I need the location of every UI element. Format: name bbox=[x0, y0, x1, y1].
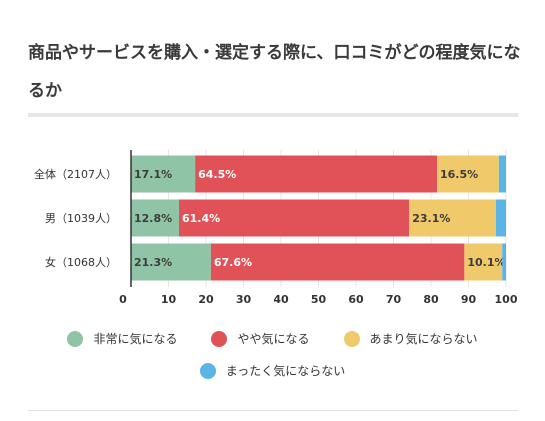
legend-swatch bbox=[199, 362, 216, 379]
bar-segment bbox=[210, 243, 465, 281]
bar-segment bbox=[409, 199, 496, 237]
data-label: 21.3% bbox=[134, 256, 172, 269]
legend-label: 非常に気になる bbox=[93, 332, 178, 346]
data-label: 23.1% bbox=[412, 212, 450, 225]
legend-swatch bbox=[211, 330, 228, 347]
category-label: 男（1039人） bbox=[45, 212, 117, 225]
bar-segment bbox=[131, 199, 179, 237]
x-tick-label: 20 bbox=[198, 293, 214, 306]
bar-segment bbox=[131, 155, 196, 193]
title-divider bbox=[28, 113, 518, 117]
data-label: 61.4% bbox=[182, 212, 220, 225]
legend-swatch bbox=[67, 330, 84, 347]
bottom-divider bbox=[28, 410, 518, 411]
chart-title: 商品やサービスを購入・選定する際に、口コミがどの程度気になるか bbox=[28, 43, 521, 101]
bar-segment bbox=[464, 243, 503, 281]
legend-item: 非常に気になる bbox=[67, 330, 177, 347]
data-label: 17.1% bbox=[134, 168, 172, 181]
x-tick-label: 30 bbox=[236, 293, 252, 306]
legend-item: あまり気にならない bbox=[343, 330, 478, 347]
data-label: 67.6% bbox=[214, 256, 252, 269]
category-label: 全体（2107人） bbox=[34, 167, 117, 181]
bar-segment bbox=[502, 243, 506, 281]
bar-segment bbox=[498, 155, 506, 193]
bar-segment bbox=[437, 155, 499, 193]
stacked-bar-chart: 17.1% 64.5% 16.5% 全体（2107人） 12.8% 61.4% 23.1% 男… bbox=[34, 150, 518, 306]
data-label: 16.5% bbox=[440, 168, 478, 181]
legend-label: まったく気にならない bbox=[225, 364, 346, 378]
legend-item: まったく気にならない bbox=[199, 362, 346, 379]
x-tick-label: 100 bbox=[495, 293, 518, 306]
bar-segment bbox=[131, 243, 211, 281]
data-label: 10.1% bbox=[467, 256, 505, 269]
legend-label: やや気になる bbox=[237, 332, 310, 346]
bar-segment bbox=[179, 199, 410, 237]
bar-segment bbox=[195, 155, 437, 193]
x-tick-label: 50 bbox=[311, 293, 327, 306]
x-tick-label: 0 bbox=[119, 293, 127, 306]
x-tick-label: 70 bbox=[386, 293, 402, 306]
legend-item: やや気になる bbox=[211, 330, 310, 347]
x-tick-label: 10 bbox=[161, 293, 177, 306]
data-label: 64.5% bbox=[198, 168, 236, 181]
legend-swatch bbox=[343, 330, 360, 347]
legend-label: あまり気にならない bbox=[369, 332, 478, 346]
x-tick-label: 80 bbox=[423, 293, 439, 306]
x-tick-label: 60 bbox=[348, 293, 364, 306]
category-label: 女（1068人） bbox=[45, 255, 117, 269]
x-tick-label: 90 bbox=[461, 293, 477, 306]
data-label: 12.8% bbox=[134, 212, 172, 225]
bar-segment bbox=[495, 199, 506, 237]
x-tick-label: 40 bbox=[273, 293, 289, 306]
